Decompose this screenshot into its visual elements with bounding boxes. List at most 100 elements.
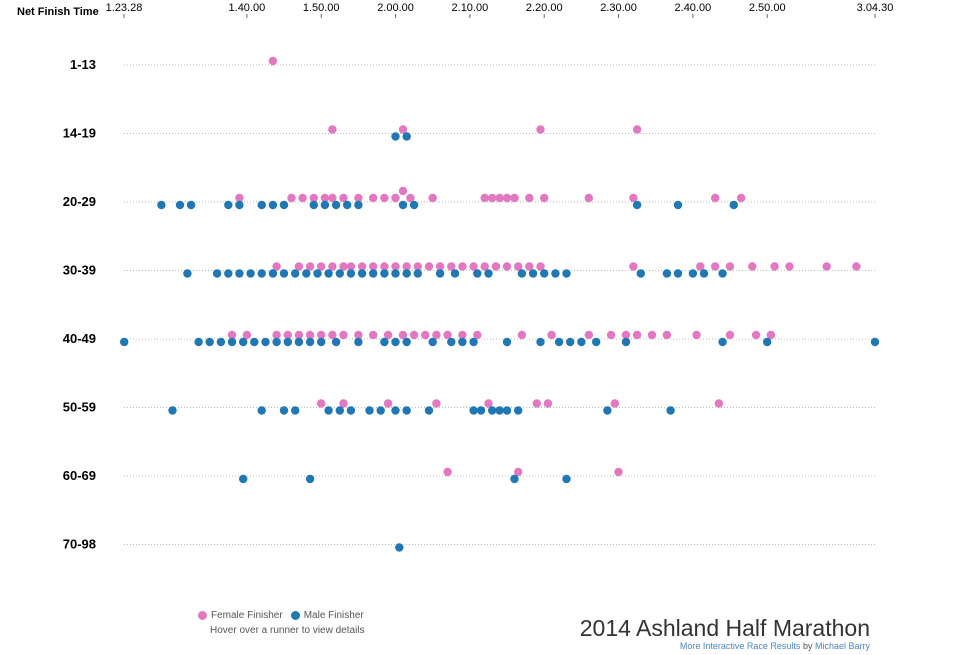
female-runner-dot[interactable] xyxy=(443,330,452,340)
female-runner-dot[interactable] xyxy=(380,262,389,271)
male-runner-dot[interactable] xyxy=(279,269,289,278)
male-runner-dot[interactable] xyxy=(718,269,727,278)
male-runner-dot[interactable] xyxy=(224,200,233,210)
male-runner-dot[interactable] xyxy=(346,269,356,278)
male-runner-dot[interactable] xyxy=(469,337,478,347)
male-runner-dot[interactable] xyxy=(376,406,385,415)
male-runner-dot[interactable] xyxy=(458,337,467,347)
female-runner-dot[interactable] xyxy=(317,330,326,340)
male-runner-dot[interactable] xyxy=(402,269,411,278)
female-runner-dot[interactable] xyxy=(748,262,757,271)
male-runner-dot[interactable] xyxy=(476,406,486,415)
female-runner-dot[interactable] xyxy=(629,262,638,271)
female-runner-dot[interactable] xyxy=(354,193,363,203)
female-runner-dot[interactable] xyxy=(317,399,326,408)
male-runner-dot[interactable] xyxy=(391,337,400,347)
male-runner-dot[interactable] xyxy=(331,337,341,347)
female-runner-dot[interactable] xyxy=(480,193,489,203)
male-runner-dot[interactable] xyxy=(488,406,497,415)
male-runner-dot[interactable] xyxy=(402,132,411,141)
male-runner-dot[interactable] xyxy=(495,406,504,415)
male-runner-dot[interactable] xyxy=(528,269,538,278)
male-runner-dot[interactable] xyxy=(157,200,166,210)
female-runner-dot[interactable] xyxy=(621,330,631,340)
male-runner-dot[interactable] xyxy=(718,337,727,347)
male-runner-dot[interactable] xyxy=(268,269,278,278)
female-runner-dot[interactable] xyxy=(766,330,776,340)
female-runner-dot[interactable] xyxy=(517,330,527,340)
male-runner-dot[interactable] xyxy=(343,200,352,210)
female-runner-dot[interactable] xyxy=(632,125,642,134)
male-runner-dot[interactable] xyxy=(566,337,575,347)
female-runner-dot[interactable] xyxy=(402,262,411,271)
female-runner-dot[interactable] xyxy=(383,399,393,408)
male-runner-dot[interactable] xyxy=(391,269,400,278)
female-runner-dot[interactable] xyxy=(305,330,315,340)
female-runner-dot[interactable] xyxy=(391,193,400,203)
female-runner-dot[interactable] xyxy=(268,56,278,66)
male-runner-dot[interactable] xyxy=(320,200,330,210)
female-runner-dot[interactable] xyxy=(369,262,378,271)
male-runner-dot[interactable] xyxy=(257,406,266,415)
male-runner-dot[interactable] xyxy=(551,269,560,278)
male-runner-dot[interactable] xyxy=(673,200,683,210)
male-runner-dot[interactable] xyxy=(227,337,237,347)
female-runner-dot[interactable] xyxy=(421,330,430,340)
male-runner-dot[interactable] xyxy=(331,200,341,210)
female-runner-dot[interactable] xyxy=(536,262,545,271)
male-runner-dot[interactable] xyxy=(688,269,698,278)
male-runner-dot[interactable] xyxy=(283,337,292,347)
male-runner-dot[interactable] xyxy=(250,337,259,347)
male-runner-dot[interactable] xyxy=(402,337,411,347)
female-runner-dot[interactable] xyxy=(484,399,493,408)
female-runner-dot[interactable] xyxy=(629,193,638,203)
male-runner-dot[interactable] xyxy=(346,406,356,415)
female-runner-dot[interactable] xyxy=(294,330,304,340)
male-runner-dot[interactable] xyxy=(354,337,363,347)
female-runner-dot[interactable] xyxy=(751,330,761,340)
female-runner-dot[interactable] xyxy=(491,262,501,271)
more-results-link[interactable]: More Interactive Race Results xyxy=(679,641,801,651)
female-runner-dot[interactable] xyxy=(852,262,861,271)
female-runner-dot[interactable] xyxy=(610,399,619,408)
male-runner-dot[interactable] xyxy=(562,474,571,484)
male-runner-dot[interactable] xyxy=(120,337,129,347)
male-runner-dot[interactable] xyxy=(424,406,434,415)
male-runner-dot[interactable] xyxy=(291,406,300,415)
male-runner-dot[interactable] xyxy=(666,406,675,415)
male-runner-dot[interactable] xyxy=(729,200,738,210)
male-runner-dot[interactable] xyxy=(235,269,244,278)
male-runner-dot[interactable] xyxy=(510,474,519,484)
female-runner-dot[interactable] xyxy=(647,330,657,340)
male-runner-dot[interactable] xyxy=(279,406,289,415)
male-runner-dot[interactable] xyxy=(402,406,411,415)
female-runner-dot[interactable] xyxy=(614,467,623,477)
male-runner-dot[interactable] xyxy=(428,337,437,347)
male-runner-dot[interactable] xyxy=(662,269,672,278)
male-runner-dot[interactable] xyxy=(302,269,311,278)
male-runner-dot[interactable] xyxy=(632,200,642,210)
female-runner-dot[interactable] xyxy=(737,193,746,203)
male-runner-dot[interactable] xyxy=(357,269,367,278)
male-runner-dot[interactable] xyxy=(335,406,344,415)
male-runner-dot[interactable] xyxy=(469,406,478,415)
male-runner-dot[interactable] xyxy=(175,200,185,210)
male-runner-dot[interactable] xyxy=(409,200,419,210)
male-runner-dot[interactable] xyxy=(603,406,612,415)
male-runner-dot[interactable] xyxy=(205,337,214,347)
male-runner-dot[interactable] xyxy=(335,269,344,278)
female-runner-dot[interactable] xyxy=(227,330,237,340)
female-runner-dot[interactable] xyxy=(298,193,307,203)
female-runner-dot[interactable] xyxy=(469,262,478,271)
female-runner-dot[interactable] xyxy=(696,262,705,271)
female-runner-dot[interactable] xyxy=(391,262,400,271)
female-runner-dot[interactable] xyxy=(305,262,315,271)
female-runner-dot[interactable] xyxy=(584,193,593,203)
male-runner-dot[interactable] xyxy=(435,269,445,278)
female-runner-dot[interactable] xyxy=(443,467,452,477)
male-runner-dot[interactable] xyxy=(305,337,315,347)
male-runner-dot[interactable] xyxy=(536,337,545,347)
male-runner-dot[interactable] xyxy=(268,200,278,210)
female-runner-dot[interactable] xyxy=(662,330,672,340)
female-runner-dot[interactable] xyxy=(770,262,779,271)
